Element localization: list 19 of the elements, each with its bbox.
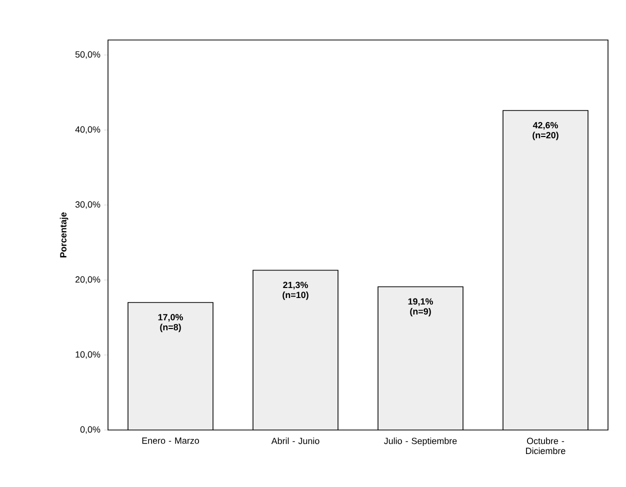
y-tick-label: 40,0%: [75, 126, 100, 134]
bar: [378, 286, 464, 430]
y-tick-label: 10,0%: [76, 351, 100, 359]
y-tick-label: 50,0%: [75, 51, 100, 59]
bar: [252, 270, 338, 430]
data-label: 17,0% (n=8): [158, 314, 183, 332]
data-label: 21,3% (n=10): [282, 282, 308, 300]
bar: [128, 302, 214, 430]
x-tick-label: Octubre - Diciembre: [526, 438, 566, 454]
y-tick-label: 20,0%: [76, 276, 100, 284]
x-tick-label: Abril - Junio: [271, 438, 320, 444]
x-tick-label: Enero - Marzo: [142, 438, 200, 444]
y-tick-label: 30,0%: [75, 201, 100, 209]
data-label: 42,6% (n=20): [532, 122, 558, 140]
y-tick-label: 0,0%: [80, 426, 100, 434]
bar: [502, 110, 588, 430]
y-axis-title: Porcentaje: [60, 212, 68, 258]
x-tick-label: Julio - Septiembre: [384, 438, 457, 446]
data-label: 19,1% (n=9): [408, 298, 433, 316]
